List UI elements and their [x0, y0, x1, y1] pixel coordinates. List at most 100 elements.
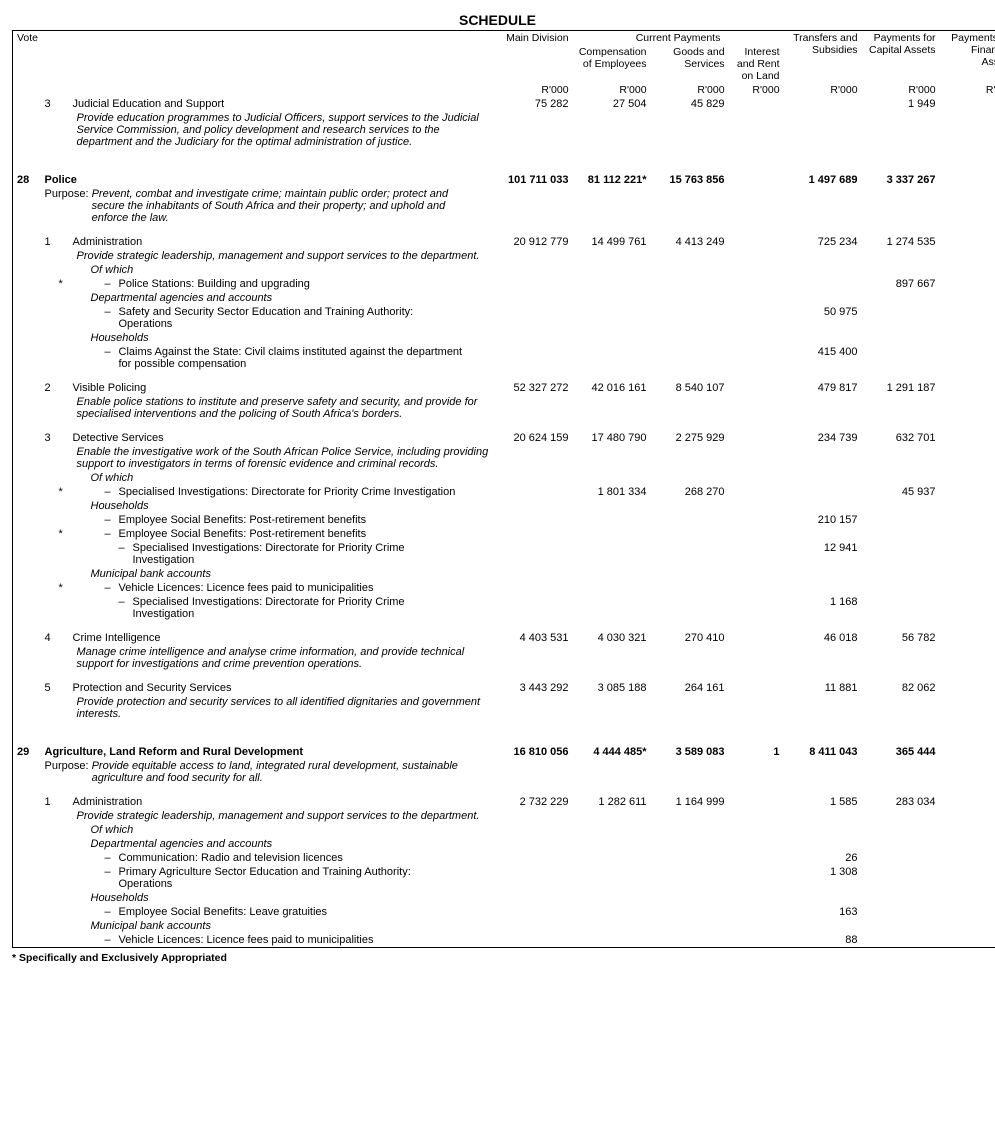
cell-compensation [573, 645, 651, 671]
cell-compensation: 1 282 611 [573, 795, 651, 809]
hdr-vote: Vote [13, 31, 41, 84]
star-marker [55, 305, 69, 331]
cell-goods [651, 187, 729, 225]
cell-capital [862, 695, 940, 721]
cell-financial [940, 933, 995, 948]
cell-compensation [573, 291, 651, 305]
star-marker [55, 345, 69, 371]
cell-transfers [784, 527, 862, 541]
cell-main-division [495, 263, 573, 277]
cell-compensation [573, 499, 651, 513]
purpose-label: Purpose: [45, 760, 89, 772]
cell-capital: 3 337 267 [862, 173, 940, 187]
cell-main-division [495, 567, 573, 581]
cell-main-division: 4 403 531 [495, 631, 573, 645]
cell-interest [729, 485, 784, 499]
cell-goods [651, 645, 729, 671]
cell-interest [729, 291, 784, 305]
sub-row: –Safety and Security Sector Education an… [13, 305, 995, 331]
cell-interest [729, 695, 784, 721]
sub-row: Households [13, 891, 995, 905]
cell-goods [651, 695, 729, 721]
cell-interest [729, 431, 784, 445]
cell-transfers [784, 263, 862, 277]
star-marker [55, 331, 69, 345]
cell-capital [862, 851, 940, 865]
cell-capital: 1 274 535 [862, 235, 940, 249]
cell-interest [729, 681, 784, 695]
unit-ce: R'000 [573, 83, 651, 97]
cell-capital [862, 595, 940, 621]
cell-compensation: 42 016 161 [573, 381, 651, 395]
cell-interest [729, 187, 784, 225]
schedule-table: Vote Main Division Current Payments Tran… [12, 30, 995, 948]
cell-transfers [784, 823, 862, 837]
cell-capital [862, 581, 940, 595]
footnote: * Specifically and Exclusively Appropria… [12, 952, 983, 964]
cell-goods [651, 395, 729, 421]
description-row: Enable the investigative work of the Sou… [13, 445, 995, 471]
cell-interest [729, 905, 784, 919]
cell-compensation: 4 030 321 [573, 631, 651, 645]
cell-capital [862, 249, 940, 263]
cell-interest [729, 499, 784, 513]
cell-capital [862, 891, 940, 905]
cell-compensation [573, 823, 651, 837]
cell-financial [940, 445, 995, 471]
cell-financial [940, 235, 995, 249]
star-marker [55, 823, 69, 837]
programme-title: Protection and Security Services [69, 681, 495, 695]
cell-main-division [495, 277, 573, 291]
cell-capital [862, 291, 940, 305]
cell-interest [729, 235, 784, 249]
cell-goods: 45 829 [651, 97, 729, 111]
cell-financial [940, 837, 995, 851]
cell-goods [651, 809, 729, 823]
cell-goods [651, 331, 729, 345]
cell-main-division [495, 809, 573, 823]
sub-row: * –Specialised Investigations: Directora… [13, 485, 995, 499]
cell-compensation [573, 305, 651, 331]
vote-title: Agriculture, Land Reform and Rural Devel… [41, 745, 495, 759]
cell-transfers [784, 809, 862, 823]
purpose-row: Purpose: Provide equitable access to lan… [13, 759, 995, 785]
cell-financial [940, 759, 995, 785]
cell-financial [940, 919, 995, 933]
cell-main-division [495, 905, 573, 919]
cell-main-division: 3 443 292 [495, 681, 573, 695]
cell-interest [729, 513, 784, 527]
sub-text: –Employee Social Benefits: Post-retireme… [69, 513, 495, 527]
gap-row [13, 621, 995, 631]
cell-transfers [784, 695, 862, 721]
sub-row: Municipal bank accounts [13, 567, 995, 581]
cell-transfers [784, 645, 862, 671]
cell-main-division [495, 759, 573, 785]
cell-main-division: 20 912 779 [495, 235, 573, 249]
cell-main-division [495, 111, 573, 149]
sub-row: Of which [13, 823, 995, 837]
cell-capital [862, 445, 940, 471]
description-row: Enable police stations to institute and … [13, 395, 995, 421]
cell-transfers [784, 395, 862, 421]
cell-transfers [784, 97, 862, 111]
cell-goods [651, 291, 729, 305]
gap-row [13, 421, 995, 431]
sub-text: –Communication: Radio and television lic… [69, 851, 495, 865]
cell-main-division [495, 695, 573, 721]
cell-compensation [573, 919, 651, 933]
section-divider [13, 149, 995, 173]
cell-financial [940, 891, 995, 905]
cell-financial [940, 865, 995, 891]
cell-transfers: 234 739 [784, 431, 862, 445]
page-title: SCHEDULE [12, 12, 983, 28]
cell-interest [729, 809, 784, 823]
programme-row: 3 Detective Services 20 624 159 17 480 7… [13, 431, 995, 445]
cell-interest [729, 933, 784, 948]
cell-main-division [495, 865, 573, 891]
cell-interest [729, 445, 784, 471]
cell-financial [940, 795, 995, 809]
cell-interest [729, 263, 784, 277]
cell-main-division [495, 291, 573, 305]
sub-row: –Specialised Investigations: Directorate… [13, 541, 995, 567]
vote-number: 28 [13, 173, 41, 187]
